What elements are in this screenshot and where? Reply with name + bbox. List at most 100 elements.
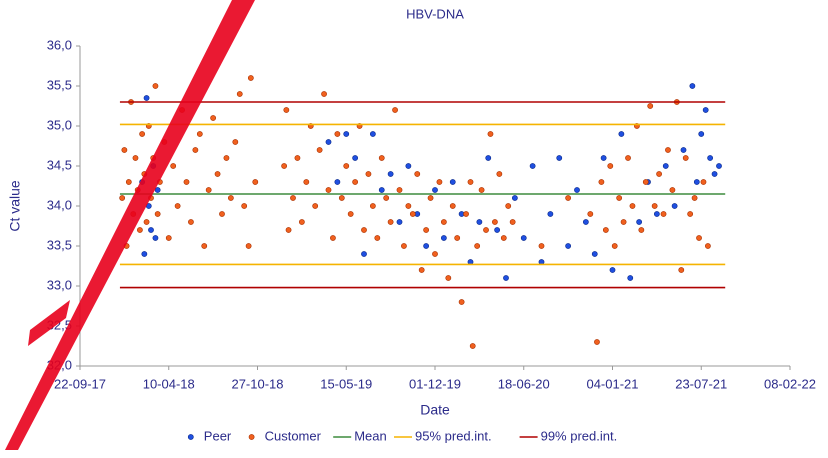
x-tick-label: 23-07-21 xyxy=(675,376,727,391)
point xyxy=(483,227,489,233)
point xyxy=(445,275,452,281)
legend: Peer Customer Mean 95% pred.int. 99% pred.in… xyxy=(187,428,618,443)
point xyxy=(361,251,367,257)
point xyxy=(409,211,416,217)
point xyxy=(469,343,476,349)
legend-marker xyxy=(187,434,194,440)
point xyxy=(698,131,705,137)
point xyxy=(143,95,150,101)
point xyxy=(201,243,208,249)
point xyxy=(520,235,527,241)
point xyxy=(505,203,512,209)
point xyxy=(192,147,199,153)
point xyxy=(682,155,689,161)
legend-label: Customer xyxy=(265,428,322,443)
point xyxy=(423,243,430,249)
plot-area: 32,032,533,033,534,034,535,035,536,022-0… xyxy=(47,37,816,391)
point xyxy=(529,163,536,169)
chart-title: HBV-DNA xyxy=(406,6,464,21)
x-tick-label: 18-06-20 xyxy=(498,376,550,391)
y-tick-label: 34,5 xyxy=(47,157,72,172)
point xyxy=(183,179,190,185)
point xyxy=(503,275,509,281)
x-tick-label: 27-10-18 xyxy=(231,376,283,391)
point xyxy=(252,179,259,185)
point xyxy=(642,179,649,185)
point xyxy=(485,155,492,161)
point xyxy=(387,219,394,225)
point xyxy=(494,227,501,233)
point xyxy=(678,267,685,273)
point xyxy=(647,103,654,109)
point xyxy=(223,155,230,161)
point xyxy=(440,219,447,225)
point xyxy=(285,227,292,233)
point xyxy=(227,195,234,201)
point xyxy=(405,203,412,209)
point xyxy=(591,251,598,257)
point xyxy=(598,179,605,185)
point xyxy=(312,203,319,209)
point xyxy=(396,219,403,225)
point xyxy=(627,275,634,281)
point xyxy=(241,203,248,209)
point xyxy=(154,187,161,193)
point xyxy=(440,235,447,241)
point xyxy=(478,187,485,193)
point xyxy=(247,75,254,81)
point xyxy=(707,155,714,161)
point xyxy=(418,267,425,273)
point xyxy=(511,195,518,201)
point xyxy=(496,171,503,177)
point xyxy=(463,211,469,217)
point xyxy=(152,235,159,241)
y-tick-label: 34,0 xyxy=(47,197,72,212)
point xyxy=(338,195,345,201)
point xyxy=(298,219,305,225)
point xyxy=(487,131,494,137)
point xyxy=(594,339,600,345)
y-tick-label: 35,0 xyxy=(47,117,72,132)
legend-marker xyxy=(248,434,255,440)
point xyxy=(556,155,563,161)
point xyxy=(711,171,718,177)
point xyxy=(378,155,385,161)
point xyxy=(152,83,159,89)
point xyxy=(454,235,461,241)
point xyxy=(432,187,438,193)
point xyxy=(716,163,722,169)
point xyxy=(662,163,669,169)
point xyxy=(290,195,296,201)
point xyxy=(343,163,350,169)
point xyxy=(458,299,465,305)
point xyxy=(705,243,711,249)
point xyxy=(671,203,678,209)
point xyxy=(325,139,332,145)
point xyxy=(492,219,498,225)
point xyxy=(232,139,239,145)
point xyxy=(188,219,194,225)
point xyxy=(369,131,376,137)
point xyxy=(609,267,616,273)
point xyxy=(343,131,350,137)
point xyxy=(141,251,148,257)
point xyxy=(423,227,430,233)
point xyxy=(365,171,372,177)
point xyxy=(316,147,323,153)
x-tick-label: 08-02-22 xyxy=(764,376,816,391)
point xyxy=(303,179,310,185)
point xyxy=(653,211,660,217)
point xyxy=(600,155,607,161)
point xyxy=(374,235,381,241)
point xyxy=(607,163,614,169)
point xyxy=(625,155,631,161)
point xyxy=(587,211,594,217)
point xyxy=(170,163,177,169)
point xyxy=(321,91,327,97)
point xyxy=(651,203,658,209)
y-tick-label: 35,5 xyxy=(47,77,72,92)
point xyxy=(693,179,700,185)
point xyxy=(656,171,662,177)
point xyxy=(369,203,376,209)
legend-label: 99% pred.int. xyxy=(541,428,618,443)
